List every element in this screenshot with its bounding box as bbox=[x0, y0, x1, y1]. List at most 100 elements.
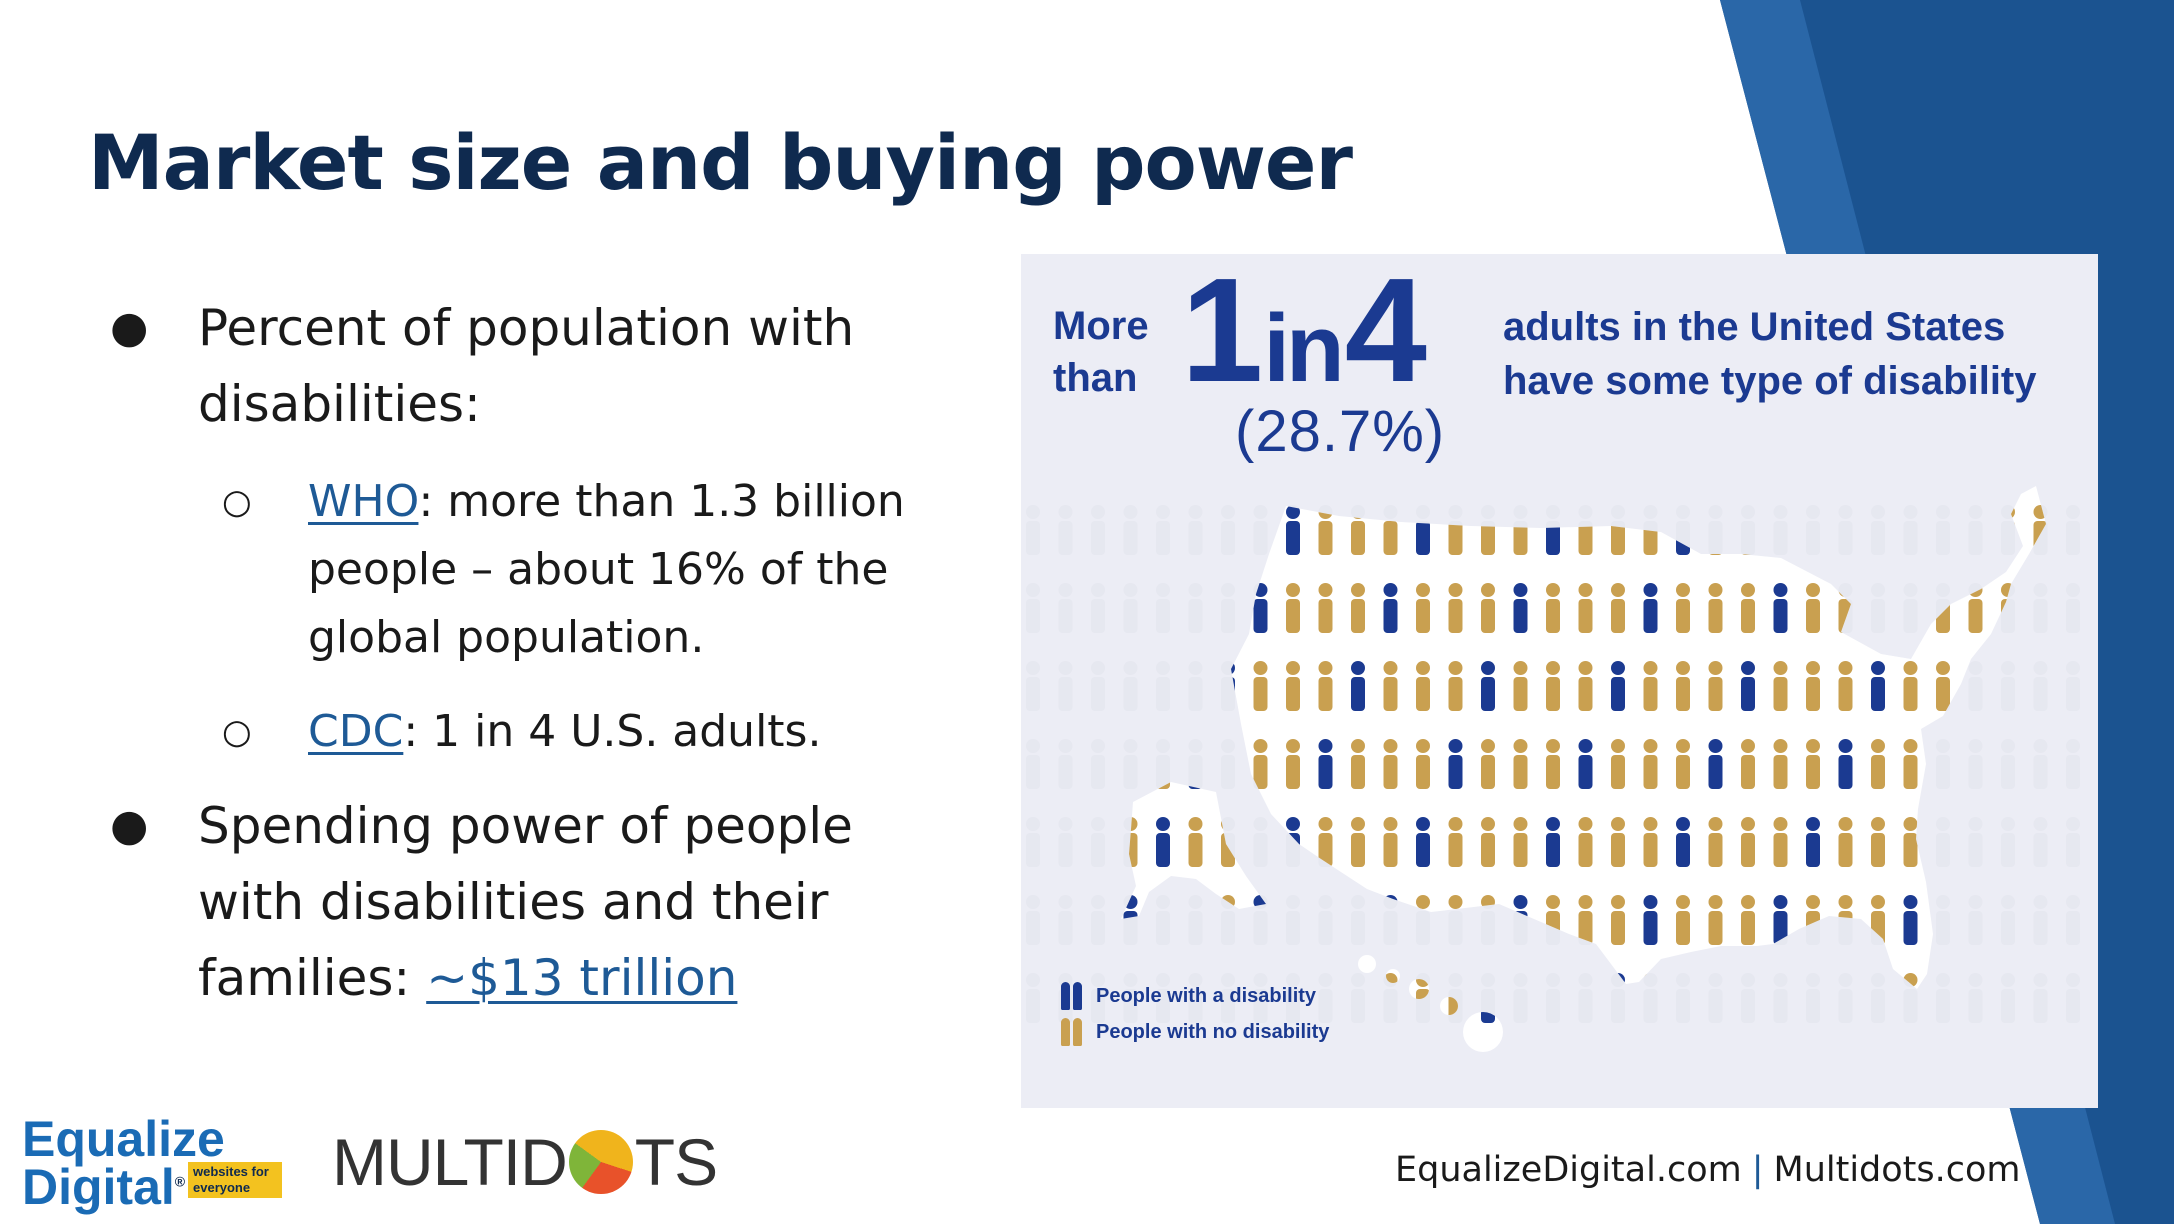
person-disability-figure bbox=[1448, 739, 1463, 789]
person-no-disability-figure bbox=[1481, 739, 1495, 789]
infographic-percent: (28.7%) bbox=[1235, 399, 1446, 464]
sub-bullet-circle-icon: ○ bbox=[222, 712, 252, 752]
equalize-digital-logo: Equalize Digital® websites for everyone bbox=[22, 1110, 292, 1215]
person-disability-figure bbox=[1383, 583, 1398, 633]
shadow-figure bbox=[1806, 505, 1820, 555]
person-no-disability-figure bbox=[1448, 661, 1463, 711]
ratio-number-4: 4 bbox=[1344, 254, 1427, 413]
shadow-figure bbox=[2033, 583, 2048, 633]
shadow-figure bbox=[1091, 895, 1105, 945]
shadow-figure bbox=[1903, 583, 1918, 633]
shadow-figure bbox=[2033, 661, 2048, 711]
shadow-figure bbox=[2066, 739, 2080, 789]
bullet-dot-icon: ● bbox=[110, 302, 149, 353]
infographic-description: adults in the United States have some ty… bbox=[1503, 305, 2037, 403]
person-no-disability-figure bbox=[1806, 583, 1820, 633]
shadow-figure bbox=[1968, 739, 1983, 789]
shadow-figure bbox=[1026, 817, 1040, 867]
shadow-figure bbox=[1838, 505, 1853, 555]
shadow-figure bbox=[1968, 505, 1983, 555]
shadow-figure bbox=[2001, 895, 2015, 945]
footer-url-equalize[interactable]: EqualizeDigital.com bbox=[1395, 1150, 1742, 1190]
shadow-figure bbox=[2033, 739, 2048, 789]
shadow-figure bbox=[1611, 973, 1625, 1023]
shadow-figure bbox=[1253, 817, 1268, 867]
logo-word-equalize: Equalize bbox=[22, 1111, 225, 1167]
shadow-figure bbox=[1221, 505, 1235, 555]
person-no-disability-figure bbox=[1578, 583, 1593, 633]
disability-infographic: More than 1in4 (28.7%) adults in the Uni… bbox=[1021, 254, 2098, 1108]
shadow-figure bbox=[1026, 973, 1040, 1023]
person-no-disability-figure bbox=[1611, 583, 1625, 633]
logo-tagline: websites for everyone bbox=[188, 1162, 282, 1198]
person-disability-figure bbox=[1643, 583, 1658, 633]
person-no-disability-figure bbox=[1416, 739, 1430, 789]
person-no-disability-figure bbox=[1611, 739, 1625, 789]
shadow-figure bbox=[1156, 583, 1170, 633]
bullet-spending-power: ● Spending power of people with disabili… bbox=[110, 788, 970, 1016]
person-disability-figure bbox=[1741, 661, 1755, 711]
person-no-disability-figure bbox=[1643, 817, 1658, 867]
person-no-disability-figure bbox=[1286, 583, 1300, 633]
shadow-figure bbox=[1838, 973, 1853, 1023]
person-no-disability-figure bbox=[1351, 817, 1365, 867]
shadow-figure bbox=[1871, 973, 1885, 1023]
shadow-figure bbox=[2066, 895, 2080, 945]
shadow-figure bbox=[1383, 895, 1398, 945]
person-no-disability-figure bbox=[1351, 583, 1365, 633]
person-no-disability-figure bbox=[1676, 739, 1690, 789]
person-disability-figure bbox=[1643, 895, 1658, 945]
ratio-number-1: 1 bbox=[1181, 254, 1263, 413]
shadow-figure bbox=[1123, 661, 1138, 711]
shadow-figure bbox=[1026, 505, 1040, 555]
logo-word-digital: Digital® bbox=[22, 1159, 186, 1215]
trillion-link[interactable]: ~$13 trillion bbox=[426, 949, 738, 1007]
person-no-disability-figure bbox=[1383, 661, 1398, 711]
person-no-disability-figure bbox=[1351, 739, 1365, 789]
legend-label: People with no disability bbox=[1096, 1020, 1330, 1043]
legend-no-disability: People with no disability bbox=[1061, 1018, 1329, 1046]
person-no-disability-figure bbox=[1578, 895, 1593, 945]
person-no-disability-figure bbox=[1383, 817, 1398, 867]
cdc-link[interactable]: CDC bbox=[308, 706, 404, 757]
person-no-disability-figure bbox=[1708, 583, 1723, 633]
shadow-figure bbox=[1058, 817, 1073, 867]
shadow-figure bbox=[1708, 973, 1723, 1023]
shadow-figure bbox=[1351, 895, 1365, 945]
person-disability-figure bbox=[1838, 739, 1853, 789]
person-no-disability-figure bbox=[1903, 661, 1918, 711]
person-disability-figure bbox=[1351, 661, 1365, 711]
infographic-lead-text: More than bbox=[1053, 304, 1149, 400]
person-disability-figure bbox=[1611, 661, 1625, 711]
shadow-figure bbox=[1676, 973, 1690, 1023]
shadow-figure bbox=[1058, 505, 1073, 555]
shadow-figure bbox=[1156, 661, 1170, 711]
person-no-disability-figure bbox=[1643, 739, 1658, 789]
slide-title: Market size and buying power bbox=[88, 118, 1353, 207]
person-no-disability-figure bbox=[1578, 817, 1593, 867]
person-disability-figure bbox=[1318, 739, 1333, 789]
person-no-disability-figure bbox=[1286, 739, 1300, 789]
shadow-figure bbox=[1123, 739, 1138, 789]
infographic-ratio: 1in4 bbox=[1181, 254, 1427, 416]
shadow-figure bbox=[1936, 895, 1950, 945]
us-map-icon bbox=[1026, 486, 2080, 1052]
shadow-figure bbox=[1708, 505, 1723, 555]
shadow-figure bbox=[1253, 505, 1268, 555]
person-no-disability-figure bbox=[1708, 895, 1723, 945]
shadow-figure bbox=[1351, 973, 1365, 1023]
footer-url-multidots[interactable]: Multidots.com bbox=[1773, 1150, 2021, 1190]
shadow-figure bbox=[2066, 817, 2080, 867]
person-no-disability-figure bbox=[1806, 739, 1820, 789]
legend-label: People with a disability bbox=[1096, 984, 1317, 1007]
shadow-figure bbox=[1741, 505, 1755, 555]
shadow-figure bbox=[1091, 817, 1105, 867]
shadow-figure bbox=[1936, 973, 1950, 1023]
who-link[interactable]: WHO bbox=[308, 476, 419, 527]
shadow-figure bbox=[2066, 583, 2080, 633]
shadow-figure bbox=[2066, 505, 2080, 555]
person-no-disability-figure bbox=[1936, 661, 1950, 711]
shadow-figure bbox=[1286, 895, 1300, 945]
shadow-figure bbox=[1903, 505, 1918, 555]
